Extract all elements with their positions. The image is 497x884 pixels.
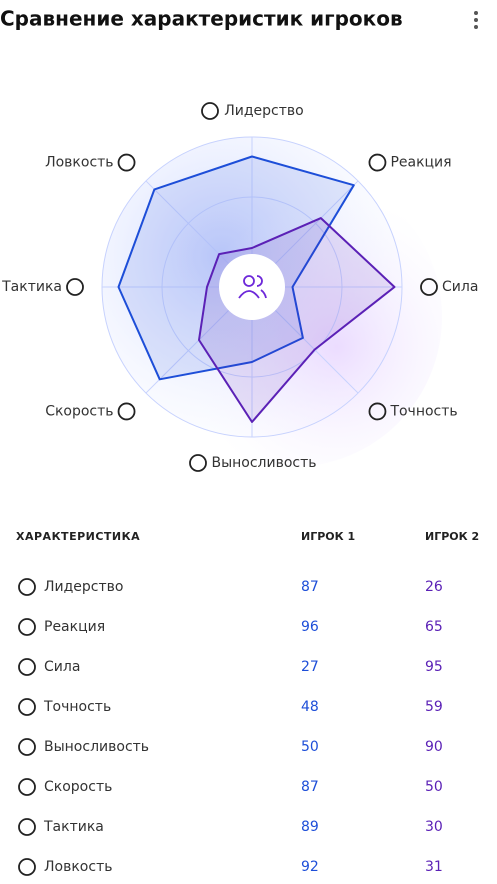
icon (201, 102, 219, 120)
icon (18, 578, 36, 596)
row-label: Реакция (44, 619, 105, 635)
table-header: ХАРАКТЕРИСТИКА (16, 530, 140, 543)
row-label: Скорость (44, 779, 112, 795)
cell-value: 27 (301, 659, 319, 675)
axis-label: Сила (442, 279, 478, 295)
icon (18, 698, 36, 716)
axis-label: Реакция (390, 155, 451, 171)
row-label: Точность (43, 699, 111, 715)
row-label: Тактика (43, 819, 104, 835)
cell-value: 90 (425, 739, 443, 755)
cell-value: 30 (425, 819, 443, 835)
cell-value: 96 (301, 619, 319, 635)
cell-value: 89 (301, 819, 319, 835)
cell-value: 48 (301, 699, 319, 715)
icon (368, 402, 387, 421)
axis-label: Выносливость (211, 455, 316, 471)
row-label: Лидерство (44, 579, 123, 595)
row-label: Выносливость (44, 739, 149, 755)
icon (368, 153, 387, 172)
cell-value: 59 (425, 699, 443, 715)
axis-label: Ловкость (45, 155, 113, 171)
axis-label: Точность (389, 403, 457, 419)
users-icon (238, 275, 267, 299)
icon (18, 778, 36, 796)
cell-value: 87 (301, 779, 319, 795)
column-header: ИГРОК 2 (425, 530, 479, 543)
icon (18, 858, 36, 876)
cell-value: 92 (301, 859, 319, 875)
page-title: Сравнение характеристик игроков (0, 7, 403, 31)
icon (117, 402, 136, 421)
axis-label: Лидерство (224, 103, 303, 119)
cell-value: 65 (425, 619, 443, 635)
icon (420, 278, 438, 296)
icon (18, 818, 36, 836)
row-label: Ловкость (44, 859, 112, 875)
cell-value: 87 (301, 579, 319, 595)
cell-value: 50 (425, 779, 443, 795)
icon (117, 153, 136, 172)
icon-part (243, 275, 255, 287)
cell-value: 26 (425, 579, 443, 595)
icon-part (238, 290, 260, 299)
cell-value: 95 (425, 659, 443, 675)
icon (18, 738, 36, 756)
axis-label: Скорость (45, 403, 113, 419)
cell-value: 50 (301, 739, 319, 755)
axis-label: Тактика (1, 279, 62, 295)
icon (66, 278, 84, 296)
icon-part (256, 275, 267, 299)
center-badge (219, 254, 285, 320)
icon (189, 454, 207, 472)
icon (18, 618, 36, 636)
icon (18, 658, 36, 676)
row-label: Сила (44, 659, 80, 675)
radar-glow (142, 167, 442, 467)
cell-value: 31 (425, 859, 443, 875)
menu-button[interactable] (474, 11, 478, 29)
column-header: ИГРОК 1 (301, 530, 355, 543)
